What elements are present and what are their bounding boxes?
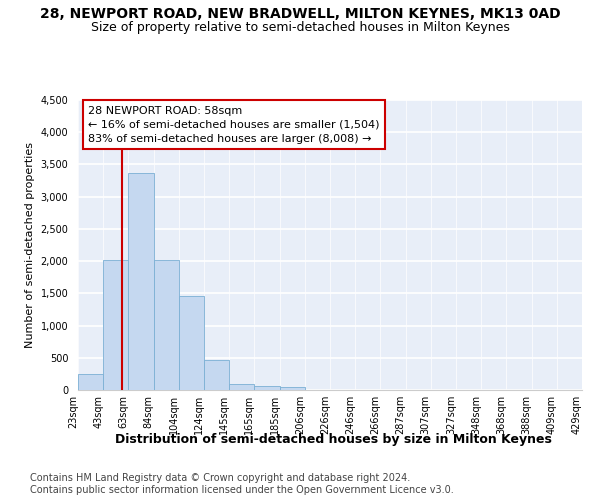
Bar xyxy=(154,260,179,390)
Y-axis label: Number of semi-detached properties: Number of semi-detached properties xyxy=(25,142,35,348)
Bar xyxy=(78,374,103,390)
Bar xyxy=(103,260,128,390)
Text: Size of property relative to semi-detached houses in Milton Keynes: Size of property relative to semi-detach… xyxy=(91,21,509,34)
Text: 28 NEWPORT ROAD: 58sqm
← 16% of semi-detached houses are smaller (1,504)
83% of : 28 NEWPORT ROAD: 58sqm ← 16% of semi-det… xyxy=(88,106,380,144)
Bar xyxy=(204,360,229,390)
Bar xyxy=(280,387,305,390)
Text: Distribution of semi-detached houses by size in Milton Keynes: Distribution of semi-detached houses by … xyxy=(115,432,551,446)
Bar xyxy=(254,386,280,390)
Text: Contains HM Land Registry data © Crown copyright and database right 2024.
Contai: Contains HM Land Registry data © Crown c… xyxy=(30,474,454,495)
Bar xyxy=(229,384,254,390)
Bar xyxy=(128,173,154,390)
Text: 28, NEWPORT ROAD, NEW BRADWELL, MILTON KEYNES, MK13 0AD: 28, NEWPORT ROAD, NEW BRADWELL, MILTON K… xyxy=(40,8,560,22)
Bar xyxy=(179,296,204,390)
